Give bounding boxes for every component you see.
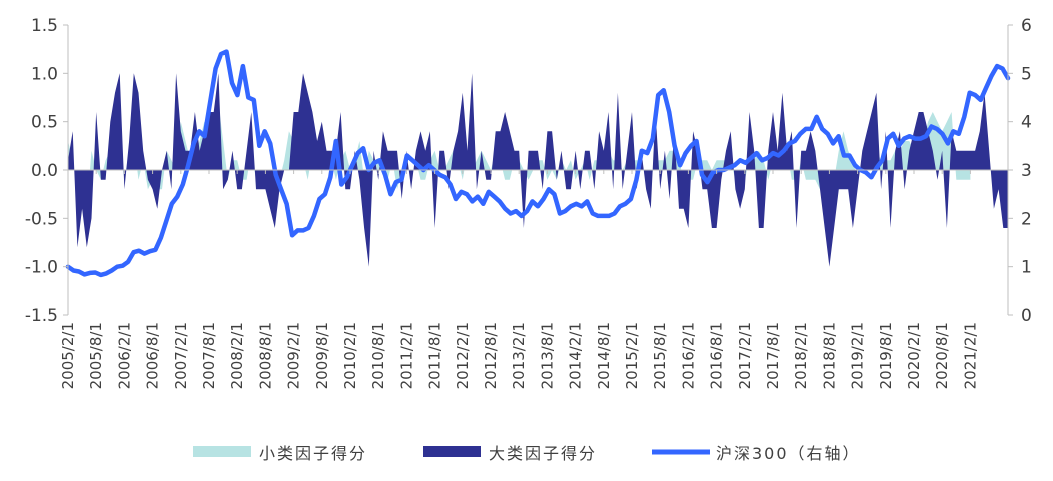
right-tick-label: 2 (1021, 209, 1032, 229)
left-tick-label: -1.0 (25, 258, 58, 278)
x-tick-label: 2014/2/1 (567, 322, 585, 389)
right-tick-label: 0 (1021, 306, 1032, 326)
x-tick-label: 2006/8/1 (144, 322, 162, 389)
x-tick-label: 2007/8/1 (200, 322, 218, 389)
legend-swatch-large-factor (423, 446, 481, 457)
x-tick-label: 2010/2/1 (341, 322, 359, 389)
left-tick-label: 1.5 (31, 16, 58, 36)
right-tick-label: 5 (1021, 64, 1032, 84)
right-tick-label: 3 (1021, 161, 1032, 181)
x-tick-label: 2021/2/1 (961, 322, 979, 389)
x-tick-label: 2014/8/1 (595, 322, 613, 389)
left-tick-label: 1.0 (31, 64, 58, 84)
x-tick-label: 2006/2/1 (115, 322, 133, 389)
x-tick-label: 2015/8/1 (651, 322, 669, 389)
hs300-line-series (65, 49, 1011, 278)
x-tick-label: 2017/2/1 (736, 322, 754, 389)
x-tick-label: 2020/8/1 (933, 322, 951, 389)
x-tick-label: 2005/2/1 (59, 322, 77, 389)
x-tick-label: 2019/2/1 (849, 322, 867, 389)
x-tick-label: 2020/2/1 (905, 322, 923, 389)
x-tick-label: 2011/2/1 (397, 322, 415, 389)
legend-label-hs300: 沪深300（右轴） (716, 444, 861, 463)
x-tick-label: 2016/8/1 (708, 322, 726, 389)
x-tick-label: 2016/2/1 (679, 322, 697, 389)
x-tick-label: 2011/8/1 (426, 322, 444, 389)
x-tick-label: 2013/2/1 (510, 322, 528, 389)
x-tick-label: 2009/2/1 (285, 322, 303, 389)
x-tick-label: 2015/2/1 (623, 322, 641, 389)
right-tick-label: 1 (1021, 258, 1032, 278)
x-tick-label: 2012/8/1 (482, 322, 500, 389)
legend: 小类因子得分 大类因子得分 沪深300（右轴） (193, 444, 861, 463)
x-tick-label: 2019/8/1 (877, 322, 895, 389)
x-tick-label: 2008/2/1 (228, 322, 246, 389)
x-tick-label: 2007/2/1 (172, 322, 190, 389)
x-tick-label: 2018/8/1 (820, 322, 838, 389)
legend-swatch-small-factor (193, 446, 251, 457)
left-axis-ticks: 1.5 1.0 0.5 0.0 -0.5 -1.0 -1.5 (25, 16, 68, 326)
x-axis-ticks: 2005/2/1 2005/8/1 2006/2/1 2006/8/1 2007/2/1… (59, 170, 979, 389)
left-tick-label: -0.5 (25, 209, 58, 229)
right-axis-ticks: 6 5 4 3 2 1 0 (1008, 16, 1032, 326)
left-tick-label: 0.0 (31, 161, 58, 181)
x-tick-label: 2010/8/1 (369, 322, 387, 389)
right-tick-label: 6 (1021, 16, 1032, 36)
x-tick-label: 2009/8/1 (313, 322, 331, 389)
legend-label-large-factor: 大类因子得分 (489, 444, 597, 463)
x-tick-label: 2018/2/1 (792, 322, 810, 389)
x-tick-label: 2005/8/1 (87, 322, 105, 389)
left-tick-label: 0.5 (31, 113, 58, 133)
x-tick-label: 2012/2/1 (454, 322, 472, 389)
hs300-line (65, 49, 1011, 278)
x-tick-label: 2008/8/1 (256, 322, 274, 389)
legend-label-small-factor: 小类因子得分 (259, 444, 367, 463)
x-tick-label: 2013/8/1 (538, 322, 556, 389)
right-tick-label: 4 (1021, 113, 1032, 133)
left-tick-label: -1.5 (25, 306, 58, 326)
x-tick-label: 2017/8/1 (764, 322, 782, 389)
